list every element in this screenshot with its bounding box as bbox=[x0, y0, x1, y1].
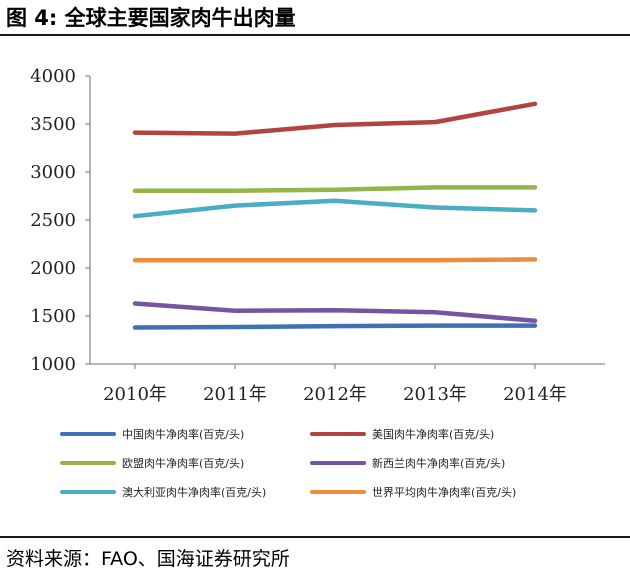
y-tick-label: 1000 bbox=[30, 354, 76, 375]
y-tick-label: 4000 bbox=[30, 66, 76, 87]
y-tick-label: 3500 bbox=[30, 114, 76, 135]
x-tick-label: 2013年 bbox=[403, 384, 467, 405]
legend-label-4: 澳大利亚肉牛净肉率(百克/头) bbox=[122, 485, 266, 499]
x-tick-label: 2010年 bbox=[103, 384, 167, 405]
y-tick-label: 2000 bbox=[30, 258, 76, 279]
series-line-4 bbox=[132, 198, 538, 219]
y-tick-label: 1500 bbox=[30, 306, 76, 327]
line-chart: 1000 1500 2000 2500 3000 3500 4000 2010年 2011年 20… bbox=[30, 66, 605, 499]
series-line-5 bbox=[132, 257, 538, 263]
y-tick-label: 3000 bbox=[30, 162, 76, 183]
figure-header: 图 4: 全球主要国家肉牛出肉量 bbox=[0, 0, 630, 36]
x-tick-label: 2014年 bbox=[503, 384, 567, 405]
series-line-2 bbox=[132, 185, 538, 193]
legend-label-5: 世界平均肉牛净肉率(百克/头) bbox=[372, 485, 516, 499]
y-tick-label: 2500 bbox=[30, 210, 76, 231]
series-line-1 bbox=[132, 101, 538, 136]
legend-label-2: 欧盟肉牛净肉率(百克/头) bbox=[122, 456, 244, 470]
figure-title: 图 4: 全球主要国家肉牛出肉量 bbox=[6, 6, 296, 30]
chart-area: 1000 1500 2000 2500 3000 3500 4000 2010年 2011年 20… bbox=[0, 36, 630, 536]
figure-footer: 资料来源：FAO、国海证券研究所 bbox=[0, 536, 630, 580]
legend-label-0: 中国肉牛净肉率(百克/头) bbox=[122, 427, 244, 441]
legend-label-3: 新西兰肉牛净肉率(百克/头) bbox=[372, 456, 505, 470]
source-note: 资料来源：FAO、国海证券研究所 bbox=[6, 548, 290, 570]
series-line-0 bbox=[132, 323, 538, 330]
series-line-3 bbox=[132, 301, 538, 324]
x-tick-label: 2011年 bbox=[203, 384, 267, 405]
x-tick-label: 2012年 bbox=[303, 384, 367, 405]
legend-label-1: 美国肉牛净肉率(百克/头) bbox=[372, 427, 494, 441]
